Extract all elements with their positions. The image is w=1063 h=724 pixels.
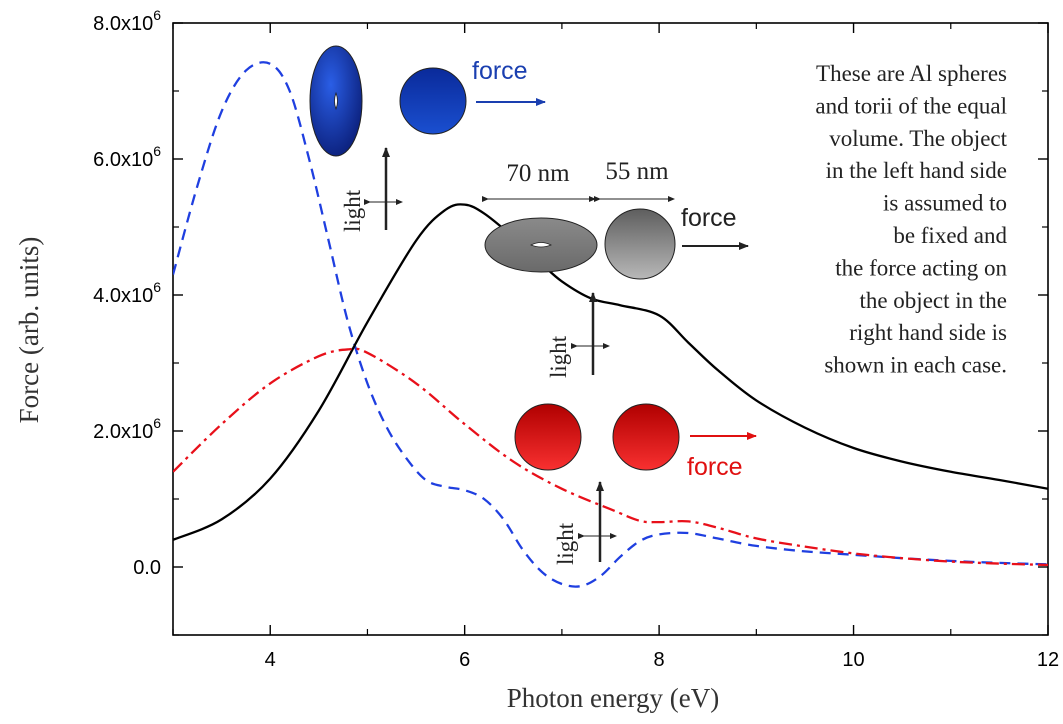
plot-frame bbox=[172, 22, 1049, 636]
dim-torus-label: 70 nm bbox=[506, 160, 570, 187]
grey-sphere-icon bbox=[604, 208, 676, 280]
series-line-dashed bbox=[173, 61, 1048, 588]
note-line: These are Al spheres bbox=[816, 61, 1007, 86]
y-tick-label: 0.0 bbox=[133, 557, 161, 579]
inset-grey: 70 nm 55 nm force light bbox=[482, 158, 749, 378]
note-line: right hand side is bbox=[849, 320, 1007, 345]
note-line: is assumed to bbox=[883, 191, 1007, 216]
y-tick-label: 8.0x106 bbox=[93, 7, 161, 35]
blue-light-label: light bbox=[340, 189, 365, 232]
x-tick-label: 4 bbox=[265, 649, 276, 671]
y-tick-label: 6.0x106 bbox=[93, 143, 161, 171]
series-line-solid bbox=[173, 203, 1048, 541]
series-group bbox=[173, 61, 1048, 588]
blue-sphere-icon bbox=[399, 67, 467, 135]
grey-force-label: force bbox=[681, 204, 737, 232]
grey-torus-hole-icon bbox=[530, 242, 552, 248]
note-text: These are Al spheres and torii of the equ… bbox=[815, 61, 1007, 378]
blue-torus-hole-icon bbox=[334, 91, 338, 111]
y-axis-label: Force (arb. units) bbox=[14, 237, 44, 424]
y-tick-label: 4.0x106 bbox=[93, 279, 161, 307]
red-light-label: light bbox=[553, 522, 578, 565]
red-sphere-fixed-icon bbox=[514, 403, 582, 471]
note-line: the force acting on bbox=[835, 255, 1007, 280]
blue-force-label: force bbox=[472, 57, 528, 85]
red-sphere-icon bbox=[612, 403, 680, 471]
x-axis-label: Photon energy (eV) bbox=[507, 683, 719, 713]
series-line-dashdot bbox=[173, 347, 1048, 567]
note-line: volume. The object bbox=[829, 126, 1007, 151]
note-line: in the left hand side bbox=[826, 158, 1007, 183]
x-tick-label: 6 bbox=[459, 649, 470, 671]
red-force-label: force bbox=[687, 453, 743, 481]
y-tick-label: 2.0x106 bbox=[93, 415, 161, 443]
dim-sphere-label: 55 nm bbox=[605, 158, 669, 185]
note-line: the object in the bbox=[859, 288, 1007, 313]
note-line: and torii of the equal bbox=[815, 93, 1007, 118]
x-tick-label: 10 bbox=[842, 649, 864, 671]
grey-light-label: light bbox=[546, 335, 571, 378]
axis-ticks: 4 6 8 10 12 0.0 2.0x106 4.0x106 6.0x106 8.0x106 bbox=[93, 7, 1059, 671]
note-line: be fixed and bbox=[893, 223, 1007, 248]
x-tick-label: 12 bbox=[1037, 649, 1059, 671]
note-line: shown in each case. bbox=[824, 353, 1007, 378]
inset-blue: force light bbox=[309, 45, 546, 232]
inset-red: force light bbox=[514, 403, 757, 565]
x-tick-label: 8 bbox=[654, 649, 665, 671]
